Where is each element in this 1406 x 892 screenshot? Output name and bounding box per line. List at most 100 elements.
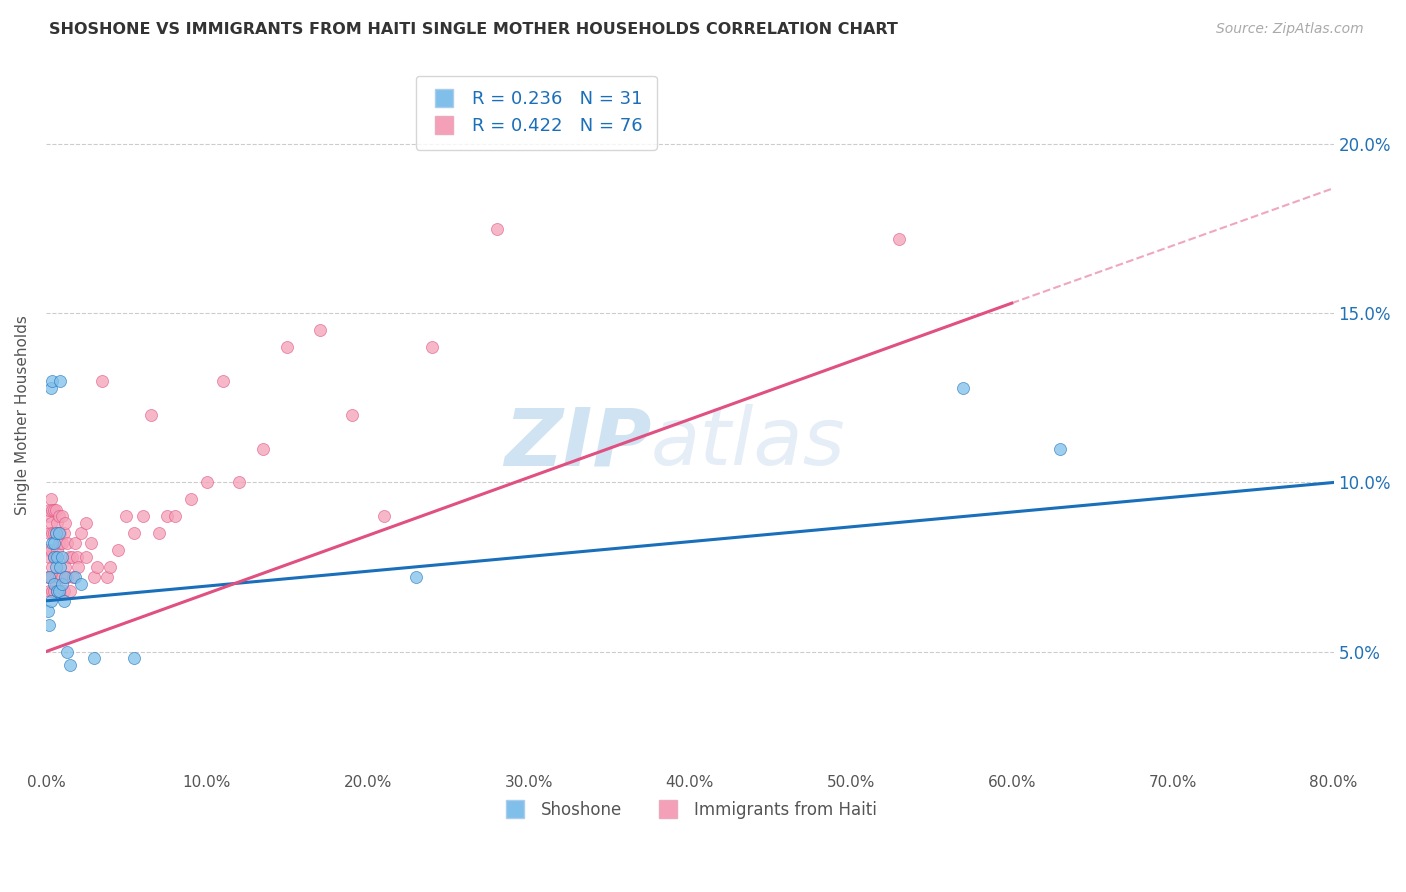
Point (45, 577, 67, 591)
Point (887, 232, 910, 246)
Point (39, 381, 62, 395)
Point (41, 526, 63, 541)
Point (37, 509, 59, 524)
Point (45, 526, 67, 541)
Point (46, 516, 69, 530)
Point (38, 570, 60, 584)
Point (115, 509, 138, 524)
Point (37, 570, 59, 584)
Point (45, 526, 67, 541)
Point (52, 526, 75, 541)
Point (276, 340, 298, 354)
Point (45, 502, 67, 516)
Point (53, 570, 76, 584)
Y-axis label: Single Mother Households: Single Mother Households (15, 315, 30, 515)
Point (131, 509, 153, 524)
Point (48, 526, 70, 541)
Point (308, 323, 330, 337)
Point (45, 549, 67, 564)
Point (38, 583, 60, 598)
Point (252, 442, 274, 456)
Point (42, 549, 65, 564)
Point (63, 570, 86, 584)
Point (83, 570, 105, 584)
Point (83, 651, 105, 665)
Point (56, 536, 79, 550)
Point (86, 560, 108, 574)
Point (46, 549, 69, 564)
Point (49, 374, 72, 388)
Point (58, 549, 80, 564)
Point (107, 543, 129, 558)
Point (53, 560, 76, 574)
Point (37, 543, 59, 558)
Point (952, 381, 974, 395)
Point (39, 594, 62, 608)
Point (485, 221, 508, 235)
Point (46, 583, 69, 598)
Point (51, 549, 73, 564)
Point (195, 475, 218, 490)
Point (52, 583, 75, 598)
Point (49, 526, 72, 541)
Point (67, 560, 90, 574)
Point (51, 509, 73, 524)
Point (38, 617, 60, 632)
Text: ZIP: ZIP (503, 404, 651, 483)
Point (41, 536, 63, 550)
Point (75, 549, 97, 564)
Point (41, 502, 63, 516)
Point (59, 658, 82, 673)
Point (51, 570, 73, 584)
Point (42, 549, 65, 564)
Point (80, 536, 103, 550)
Point (52, 594, 75, 608)
Point (49, 583, 72, 598)
Point (212, 374, 235, 388)
Point (38, 502, 60, 516)
Point (42, 536, 65, 550)
Point (51, 577, 73, 591)
Point (48, 583, 70, 598)
Point (65, 549, 87, 564)
Point (45, 560, 67, 574)
Point (405, 570, 427, 584)
Point (39, 516, 62, 530)
Point (75, 516, 97, 530)
Point (48, 570, 70, 584)
Point (70, 526, 93, 541)
Point (70, 577, 93, 591)
Point (60, 549, 83, 564)
Point (49, 560, 72, 574)
Point (41, 374, 63, 388)
Point (420, 340, 443, 354)
Text: Source: ZipAtlas.com: Source: ZipAtlas.com (1216, 22, 1364, 37)
Text: SHOSHONE VS IMMIGRANTS FROM HAITI SINGLE MOTHER HOUSEHOLDS CORRELATION CHART: SHOSHONE VS IMMIGRANTS FROM HAITI SINGLE… (49, 22, 898, 37)
Point (340, 408, 363, 422)
Point (42, 583, 65, 598)
Point (46, 583, 69, 598)
Point (373, 509, 395, 524)
Point (42, 526, 65, 541)
Point (39, 543, 62, 558)
Point (124, 651, 146, 665)
Point (148, 526, 170, 541)
Point (163, 509, 186, 524)
Point (91, 374, 114, 388)
Legend: Shoshone, Immigrants from Haiti: Shoshone, Immigrants from Haiti (496, 794, 883, 826)
Point (41, 560, 63, 574)
Text: atlas: atlas (651, 404, 846, 483)
Point (46, 543, 69, 558)
Point (39, 570, 62, 584)
Point (98, 560, 121, 574)
Point (38, 526, 60, 541)
Point (42, 502, 65, 516)
Point (59, 583, 82, 598)
Point (139, 408, 162, 422)
Point (53, 516, 76, 530)
Point (38, 549, 60, 564)
Point (62, 570, 84, 584)
Point (180, 492, 202, 507)
Point (63, 536, 86, 550)
Point (124, 526, 146, 541)
